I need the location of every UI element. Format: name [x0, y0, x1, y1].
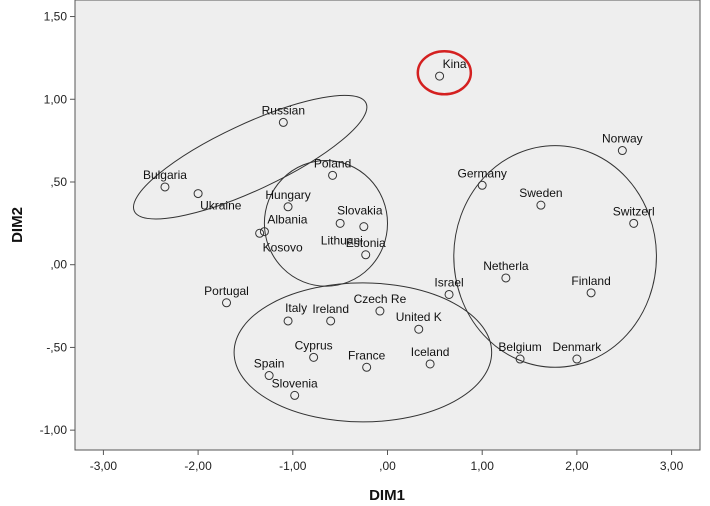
data-point [629, 218, 639, 228]
point-label: France [348, 348, 386, 362]
x-tick-label: ,00 [379, 459, 396, 473]
y-tick-label: 1,00 [44, 92, 68, 106]
data-point [283, 316, 293, 326]
cluster-ellipse [233, 282, 493, 423]
data-point [359, 222, 369, 232]
data-point [414, 324, 424, 334]
cluster-ellipse [132, 94, 368, 220]
x-tick-label: -3,00 [90, 459, 118, 473]
point-label: Iceland [411, 345, 450, 359]
y-tick-label: ,50 [50, 175, 67, 189]
data-point [328, 170, 338, 180]
point-label: Hungary [265, 188, 310, 202]
point-label: Denmark [553, 340, 603, 354]
y-tick-label: -1,00 [40, 423, 68, 437]
point-label: Finland [571, 274, 610, 288]
data-point [290, 390, 300, 400]
data-point [425, 359, 435, 369]
x-tick-label: 2,00 [565, 459, 589, 473]
data-point [222, 298, 232, 308]
x-axis-ticks: -3,00 -2,00 -1,00 ,00 1,00 2,00 3,00 [90, 450, 684, 473]
data-point [501, 273, 511, 283]
data-point [572, 354, 582, 364]
data-point [255, 228, 265, 238]
x-tick-label: -2,00 [184, 459, 212, 473]
y-tick-label: 1,50 [44, 10, 68, 24]
point-label: Netherla [483, 259, 529, 273]
point-label: Belgium [498, 340, 541, 354]
point-label: Portugal [204, 284, 249, 298]
x-tick-label: 1,00 [471, 459, 495, 473]
point-label: Italy [285, 301, 307, 315]
point-label: Albania [267, 213, 307, 227]
data-point [309, 352, 319, 362]
point-label: Israel [434, 275, 463, 289]
data-point [477, 180, 487, 190]
point-label: Bulgaria [143, 168, 187, 182]
point-label: Slovakia [337, 203, 383, 217]
data-point [278, 117, 288, 127]
x-tick-label: -1,00 [279, 459, 307, 473]
data-point [617, 146, 627, 156]
point-label: Switzerl [613, 204, 655, 218]
data-point [362, 362, 372, 372]
data-point [375, 306, 385, 316]
point-label: Germany [458, 166, 507, 180]
data-point [160, 182, 170, 192]
data-point [444, 289, 454, 299]
y-axis-title: DIM2 [9, 207, 26, 243]
data-point [264, 371, 274, 381]
data-point [536, 200, 546, 210]
point-label: Ireland [312, 302, 349, 316]
data-points: Kina Russian Bulgaria Ukraine Poland Hungary S… [143, 57, 655, 400]
point-label: Russian [262, 103, 305, 117]
point-label: Kina [443, 57, 467, 71]
point-label: Kosovo [263, 240, 303, 254]
point-label: Sweden [519, 186, 562, 200]
y-tick-label: -,50 [46, 340, 67, 354]
y-tick-label: ,00 [50, 258, 67, 272]
point-label: Slovenia [272, 376, 318, 390]
data-point [326, 316, 336, 326]
point-label: Spain [254, 357, 285, 371]
point-label: United K [396, 310, 442, 324]
point-label: Estonia [346, 236, 386, 250]
data-point [586, 288, 596, 298]
data-point [361, 250, 371, 260]
data-point [193, 189, 203, 199]
cluster-ellipse [263, 159, 388, 287]
point-label: Norway [602, 132, 643, 146]
point-label: Poland [314, 156, 351, 170]
y-axis-ticks: 1,50 1,00 ,50 ,00 -,50 -1,00 [40, 10, 75, 437]
cluster-ellipses [132, 50, 657, 423]
point-label: Ukraine [200, 199, 242, 213]
x-tick-label: 3,00 [660, 459, 684, 473]
cluster-ellipse [453, 145, 657, 368]
data-point [283, 202, 293, 212]
data-point [259, 227, 269, 237]
data-point [435, 71, 445, 81]
x-axis-title: DIM1 [369, 487, 405, 504]
highlight-circle [416, 50, 473, 96]
data-point [515, 354, 525, 364]
point-label: Cyprus [295, 338, 333, 352]
point-label: Czech Re [354, 292, 407, 306]
point-label: Lithuani [321, 234, 363, 248]
data-point [335, 218, 345, 228]
